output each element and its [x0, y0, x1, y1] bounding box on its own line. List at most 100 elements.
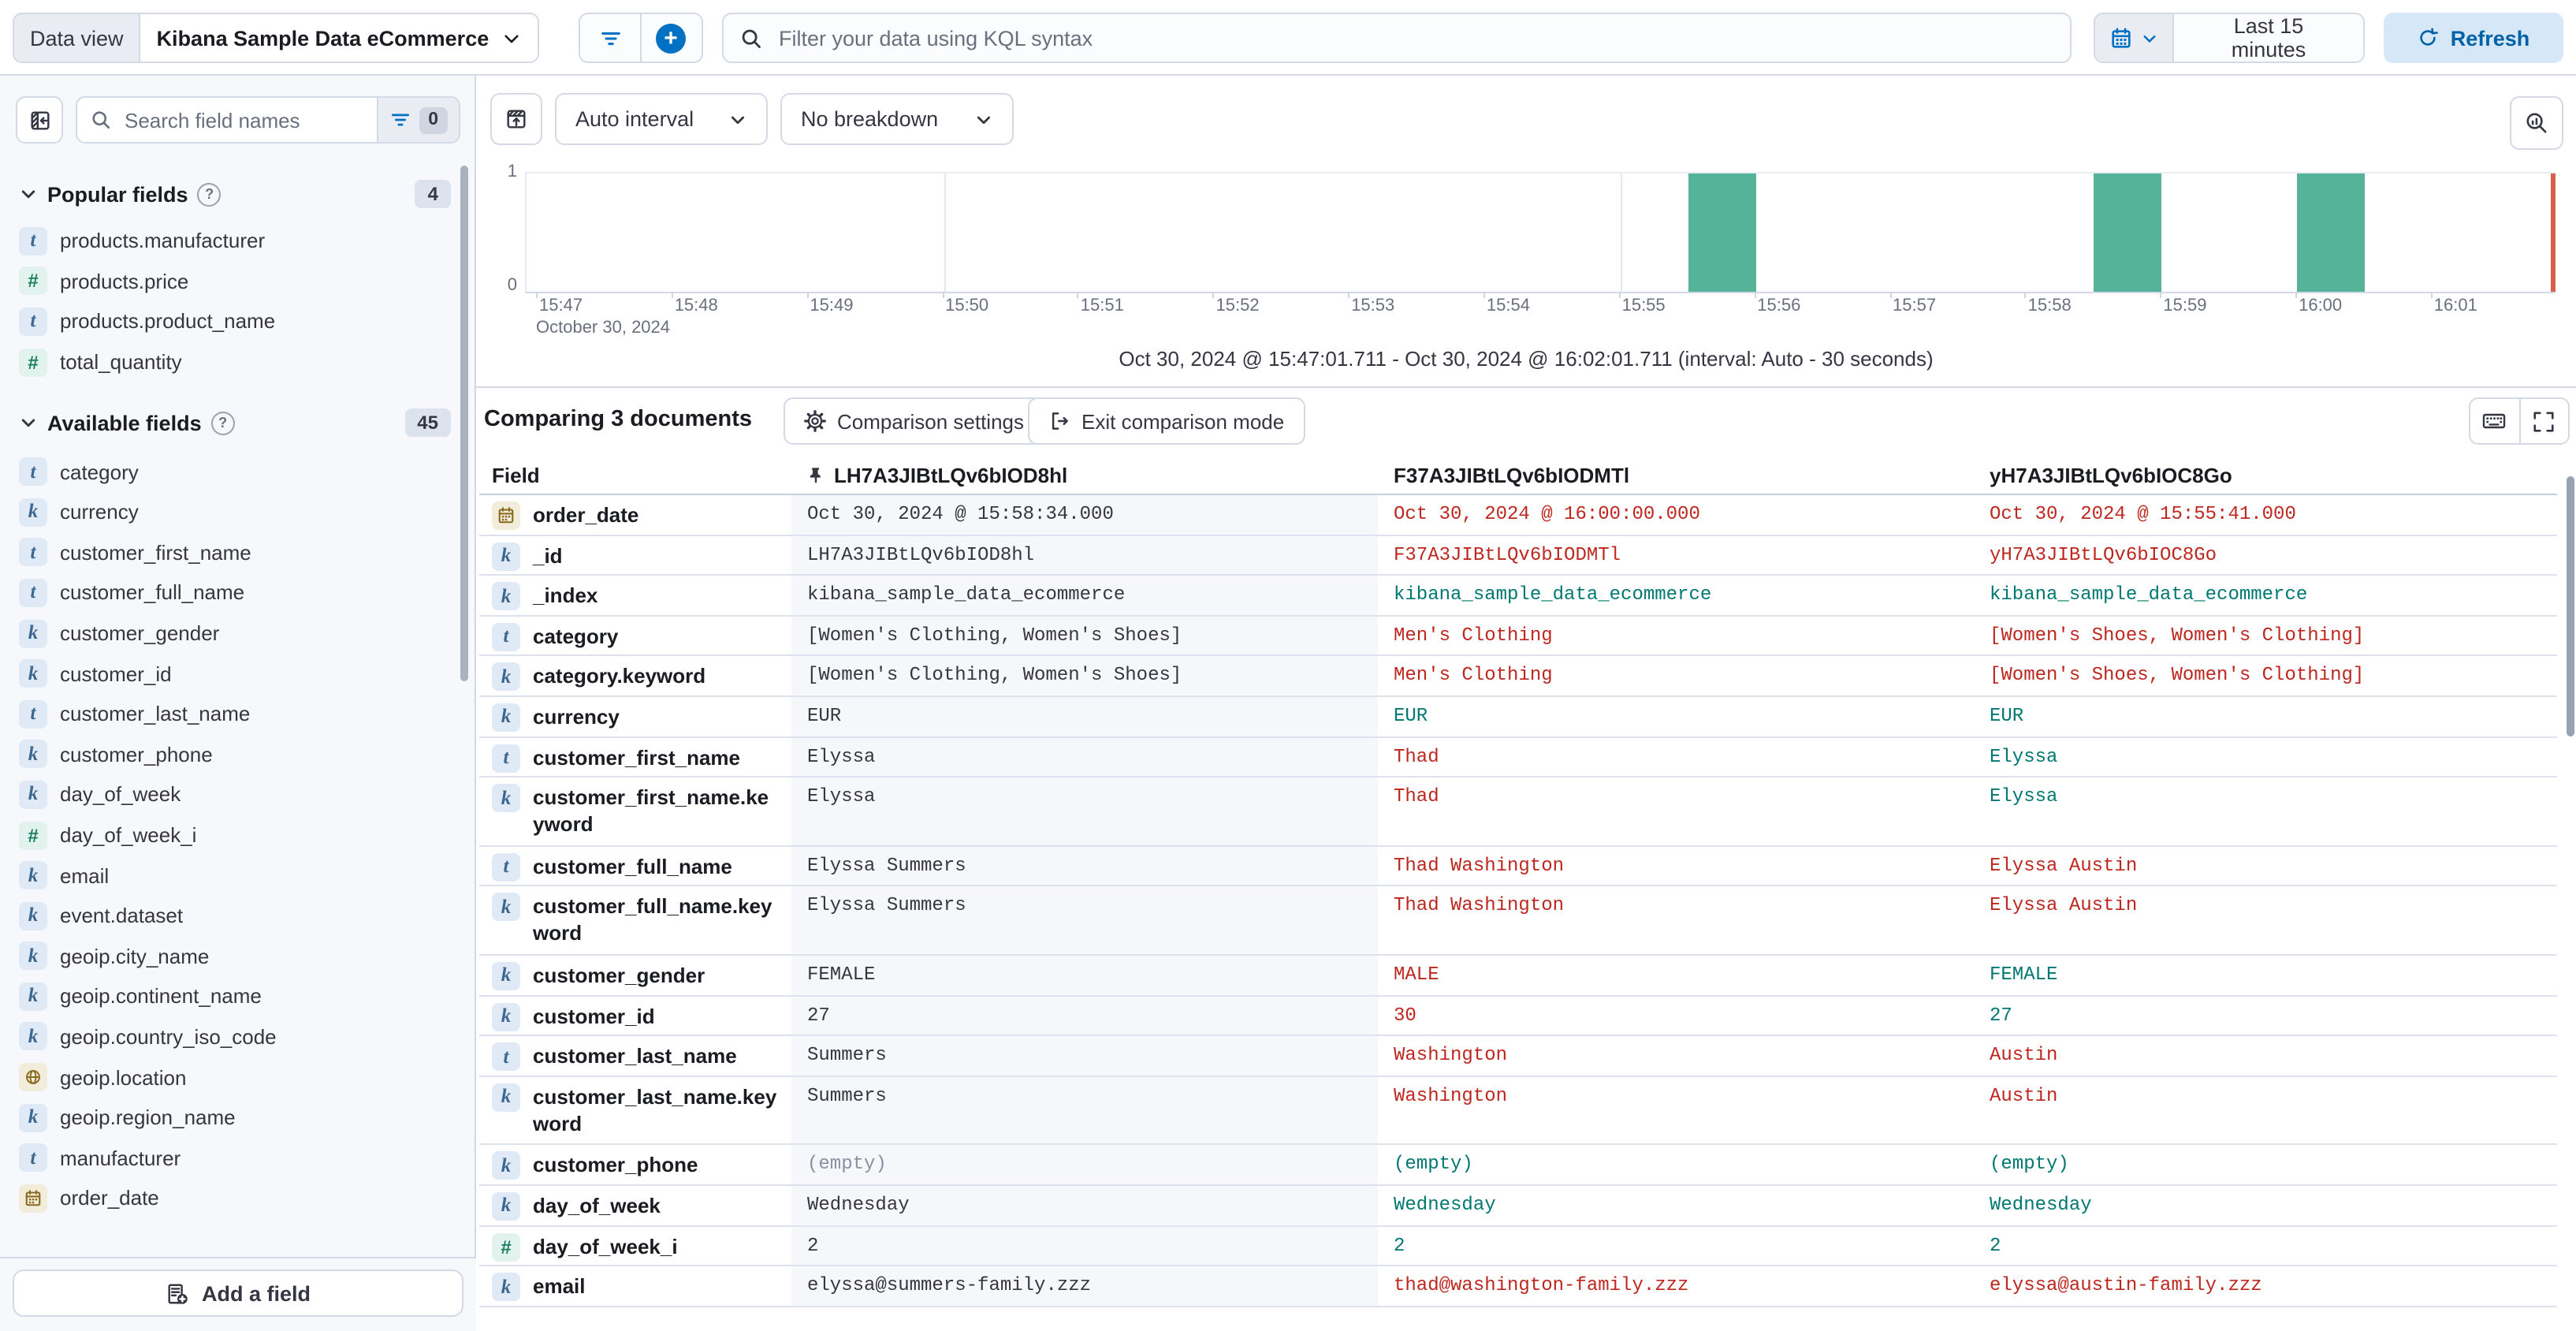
chart-gridline [944, 173, 946, 292]
add-filter-button[interactable]: + [640, 14, 700, 62]
field-item-order_date[interactable]: order_date [0, 1178, 467, 1218]
fullscreen-button[interactable] [2518, 399, 2568, 443]
field-item-category[interactable]: t category [0, 452, 467, 492]
field-item-email[interactable]: k email [0, 856, 467, 896]
field-item-geoip.country_iso_code[interactable]: k geoip.country_iso_code [0, 1016, 467, 1057]
field-item-products.manufacturer[interactable]: t products.manufacturer [0, 221, 467, 261]
comparison-title: Comparing 3 documents [484, 407, 752, 432]
field-item-customer_first_name[interactable]: t customer_first_name [0, 532, 467, 572]
add-field-icon [166, 1281, 189, 1305]
help-icon: ? [197, 182, 221, 206]
text-field-icon: t [492, 852, 520, 882]
keyword-field-icon: k [19, 659, 47, 688]
field-filter-button[interactable]: 0 [376, 98, 459, 142]
chevron-down-icon[interactable] [19, 185, 38, 203]
field-name: order_date [533, 503, 639, 527]
add-field-button[interactable]: Add a field [13, 1269, 463, 1317]
kql-query-input[interactable] [776, 24, 2054, 51]
time-range-button[interactable]: Last 15 minutes [2174, 14, 2363, 62]
field-item-geoip.location[interactable]: geoip.location [0, 1057, 467, 1098]
field-item-day_of_week_i[interactable]: # day_of_week_i [0, 815, 467, 855]
comparison-table-header: Field LH7A3JIBtLQv6bIOD8hl F37A3JIBtLQv6… [479, 457, 2557, 495]
histogram-chart[interactable] [525, 172, 2556, 293]
x-axis-tick-label: 15:51 [1080, 296, 1124, 315]
keyword-field-icon: k [492, 542, 520, 571]
interval-select[interactable]: Auto interval [555, 93, 768, 145]
number-field-icon: # [19, 267, 47, 296]
table-row-customer_last_name.keyword: k customer_last_name.keyword Summers Washin… [479, 1076, 2557, 1146]
field-item-label: geoip.country_iso_code [60, 1024, 277, 1049]
value-cell: elyssa@austin-family.zzz [1990, 1274, 2262, 1297]
sidebar-scrollbar[interactable] [460, 166, 468, 681]
chevron-down-icon [2141, 29, 2158, 47]
field-item-label: products.manufacturer [60, 229, 266, 253]
field-search-input[interactable] [121, 106, 377, 133]
field-list-container: Popular fields ? 4 t products.manufacture… [0, 164, 467, 1218]
histogram-bar[interactable] [2094, 173, 2162, 292]
histogram-bar[interactable] [2297, 173, 2366, 292]
collapse-sidebar-button[interactable] [16, 96, 63, 144]
field-item-day_of_week[interactable]: k day_of_week [0, 774, 467, 815]
filter-icon [389, 109, 411, 131]
calendar-icon [2109, 26, 2133, 50]
field-item-geoip.continent_name[interactable]: k geoip.continent_name [0, 976, 467, 1016]
keyboard-shortcuts-button[interactable] [2470, 399, 2518, 443]
field-item-customer_full_name[interactable]: t customer_full_name [0, 572, 467, 613]
field-item-currency[interactable]: k currency [0, 492, 467, 532]
value-cell: Oct 30, 2024 @ 15:55:41.000 [1990, 503, 2296, 525]
date-picker-menu-button[interactable] [2095, 14, 2174, 62]
doc-column-header-1[interactable]: F37A3JIBtLQv6bIODMTl [1394, 464, 1630, 487]
edit-visualization-button[interactable] [2510, 96, 2563, 150]
doc-column-header-2[interactable]: yH7A3JIBtLQv6bIOC8Go [1990, 464, 2232, 487]
text-field-icon: t [19, 457, 47, 487]
value-cell: 2 [1990, 1234, 2001, 1256]
fields-sidebar: 0 Popular fields ? 4 t products.manufactu… [0, 76, 476, 1331]
chevron-down-icon [974, 110, 993, 129]
value-cell: kibana_sample_data_ecommerce [791, 576, 1378, 615]
field-item-products.product_name[interactable]: t products.product_name [0, 301, 467, 341]
histogram-bar[interactable] [1688, 173, 1756, 292]
exit-comparison-button[interactable]: Exit comparison mode [1028, 397, 1305, 445]
chevron-down-icon[interactable] [19, 414, 38, 433]
field-item-products.price[interactable]: # products.price [0, 261, 467, 301]
value-cell: Elyssa [1990, 785, 2058, 808]
field-item-geoip.region_name[interactable]: k geoip.region_name [0, 1098, 467, 1138]
field-column-header[interactable]: Field [492, 464, 540, 487]
field-name: day_of_week [533, 1193, 661, 1217]
data-view-picker[interactable]: Kibana Sample Data eCommerce [140, 14, 538, 62]
x-axis-tick-label: 15:59 [2163, 296, 2207, 315]
text-field-icon: t [492, 622, 520, 651]
table-scrollbar[interactable] [2567, 476, 2574, 736]
field-item-geoip.city_name[interactable]: k geoip.city_name [0, 936, 467, 976]
x-axis-tick-label: 15:49 [810, 296, 854, 315]
field-item-customer_phone[interactable]: k customer_phone [0, 734, 467, 774]
breakdown-select[interactable]: No breakdown [780, 93, 1014, 145]
refresh-button[interactable]: Refresh [2384, 13, 2563, 63]
field-name: _index [533, 583, 598, 608]
available-fields-header: Available fields ? 45 [0, 403, 467, 444]
x-axis-tick [1754, 292, 1756, 298]
value-cell: (empty) [1990, 1153, 2069, 1176]
field-item-total_quantity[interactable]: # total_quantity [0, 342, 467, 382]
comparison-settings-button[interactable]: Comparison settings [784, 397, 1044, 445]
field-name: customer_id [533, 1004, 655, 1028]
field-item-customer_gender[interactable]: k customer_gender [0, 613, 467, 654]
field-item-manufacturer[interactable]: t manufacturer [0, 1138, 467, 1178]
popular-fields-title: Popular fields [47, 182, 188, 206]
keyword-field-icon: k [19, 941, 47, 971]
keyword-field-icon: k [19, 982, 47, 1011]
filters-menu-button[interactable] [580, 14, 640, 62]
field-name: customer_phone [533, 1153, 698, 1177]
field-item-event.dataset[interactable]: k event.dataset [0, 896, 467, 936]
data-view-control: Data view Kibana Sample Data eCommerce [13, 13, 540, 63]
text-field-icon: t [492, 744, 520, 773]
collapse-panel-icon [28, 108, 51, 132]
field-item-customer_last_name[interactable]: t customer_last_name [0, 694, 467, 734]
field-name-cell: k day_of_week [479, 1186, 791, 1225]
hide-chart-button[interactable] [490, 93, 542, 145]
value-cell: [Women's Shoes, Women's Clothing] [1990, 664, 2365, 687]
field-item-customer_id[interactable]: k customer_id [0, 654, 467, 694]
doc-column-header-pinned[interactable]: LH7A3JIBtLQv6bIOD8hl [791, 464, 1378, 487]
time-picker-control: Last 15 minutes [2094, 13, 2365, 63]
value-cell: Men's Clothing [1394, 664, 1553, 687]
